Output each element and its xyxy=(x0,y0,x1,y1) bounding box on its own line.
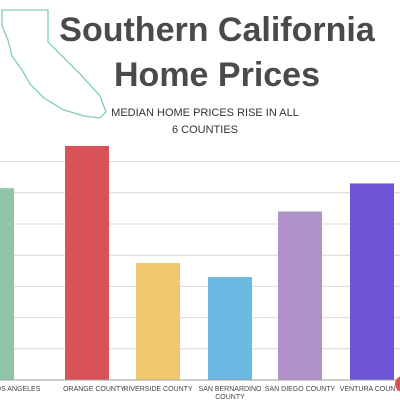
red-badge-icon xyxy=(395,376,400,392)
title-line-2: Home Prices xyxy=(114,56,320,94)
bar-los-angeles xyxy=(0,188,14,380)
subtitle-line-1: MEDIAN HOME PRICES RISE IN ALL xyxy=(111,107,299,119)
category-label-3: RIVERSIDE COUNTY xyxy=(123,386,193,393)
bar-ventura-county xyxy=(350,183,394,380)
category-label-4-line-1: SAN BERNARDINO xyxy=(198,386,262,393)
bar-san-diego-county xyxy=(278,211,322,380)
category-label-2: ORANGE COUNTY xyxy=(63,386,125,393)
bar-orange-county xyxy=(65,146,109,380)
title-line-1: Southern California xyxy=(59,11,376,49)
category-label-1: OS ANGELES xyxy=(0,386,41,393)
bar-riverside-county xyxy=(136,263,180,380)
category-label-6: VENTURA COUNTY xyxy=(340,386,400,393)
california-outline-icon xyxy=(1,9,107,119)
bars xyxy=(0,146,394,380)
subtitle-line-2: 6 COUNTIES xyxy=(172,124,238,136)
category-label-4-line-2: COUNTY xyxy=(215,394,245,400)
gridlines xyxy=(0,161,400,350)
category-label-5: SAN DIEGO COUNTY xyxy=(265,386,336,393)
bar-san-bernardino-county xyxy=(208,277,252,380)
